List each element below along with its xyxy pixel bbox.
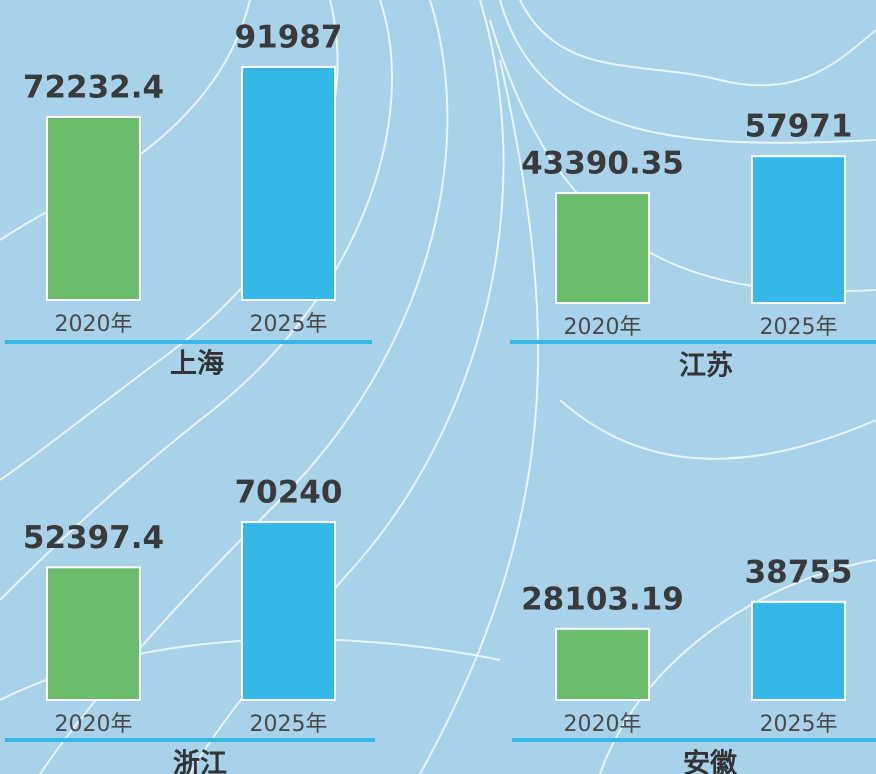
bar bbox=[242, 67, 335, 300]
x-tick-label: 2020年 bbox=[564, 315, 642, 340]
bar bbox=[556, 193, 649, 303]
value-label: 91987 bbox=[235, 20, 343, 56]
x-tick-label: 2020年 bbox=[564, 712, 642, 737]
x-tick-label: 2025年 bbox=[250, 312, 328, 337]
bar bbox=[752, 156, 845, 303]
chart-title: 江苏 bbox=[679, 351, 733, 382]
x-tick-label: 2025年 bbox=[760, 712, 838, 737]
value-label: 72232.4 bbox=[23, 70, 164, 106]
value-label: 28103.19 bbox=[521, 581, 684, 617]
value-label: 38755 bbox=[745, 554, 853, 590]
value-label: 43390.35 bbox=[521, 146, 684, 182]
x-tick-label: 2020年 bbox=[55, 312, 133, 337]
bar bbox=[556, 629, 649, 700]
value-label: 52397.4 bbox=[23, 520, 164, 556]
chart-title: 上海 bbox=[170, 349, 224, 380]
value-label: 70240 bbox=[235, 475, 343, 511]
x-tick-label: 2025年 bbox=[250, 712, 328, 737]
bar bbox=[47, 567, 140, 700]
bar bbox=[752, 602, 845, 700]
bar bbox=[47, 117, 140, 300]
chart-title: 浙江 bbox=[173, 749, 227, 774]
value-label: 57971 bbox=[745, 109, 853, 145]
x-tick-label: 2020年 bbox=[55, 712, 133, 737]
chart-title: 安徽 bbox=[683, 749, 738, 774]
chart: 72232.42020年919872025年上海43390.352020年579… bbox=[0, 0, 876, 774]
bar bbox=[242, 522, 335, 700]
x-tick-label: 2025年 bbox=[760, 315, 838, 340]
